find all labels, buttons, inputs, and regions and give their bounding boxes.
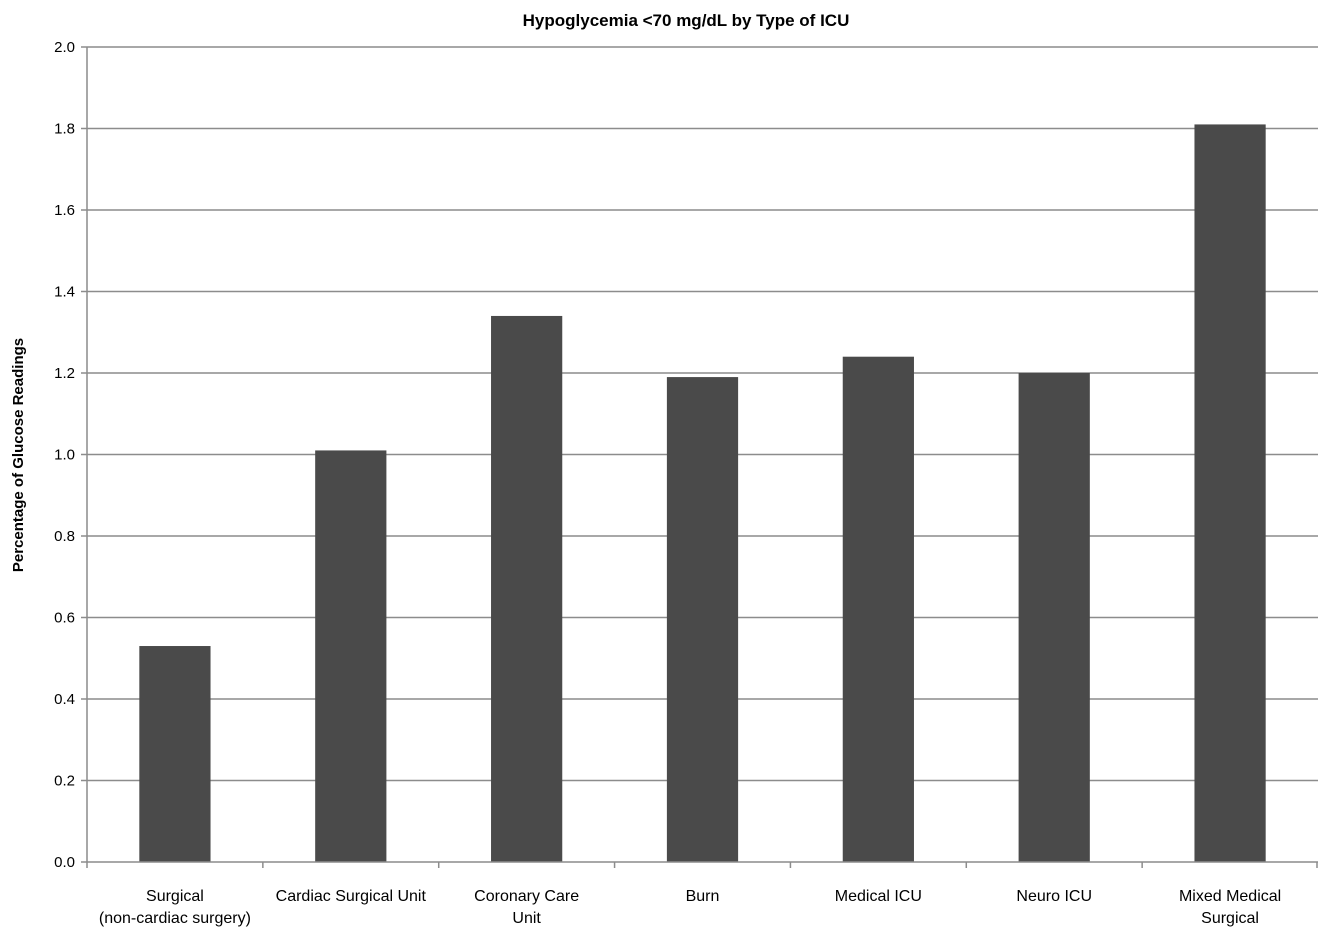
y-axis-label: Percentage of Glucose Readings: [10, 338, 27, 572]
y-tick-label: 1.0: [54, 447, 75, 464]
x-tick-label: Mixed Medical Surgical: [1179, 888, 1281, 927]
bars: [139, 124, 1266, 863]
x-tick-label: Medical ICU: [835, 888, 922, 905]
y-tick-label: 2.0: [54, 39, 75, 56]
bar: [842, 356, 914, 862]
y-tick-label: 1.6: [54, 202, 75, 219]
bar: [666, 377, 739, 862]
x-tick-label: Cardiac Surgical Unit: [276, 888, 427, 905]
x-tick-label: Neuro ICU: [1016, 888, 1092, 905]
y-tick-labels: 0.0 0.2 0.4 0.6 0.8 1.0 1.2 1.4 1.6 1.8 2.0: [54, 39, 75, 871]
y-tick-label: 0.4: [54, 691, 75, 708]
x-tick-label: Coronary Care Unit: [474, 888, 579, 927]
bar: [1194, 124, 1266, 863]
y-tick-label: 0.8: [54, 528, 75, 545]
x-tick-labels: Surgical (non-cardiac surgery) Cardiac Sur…: [99, 888, 1281, 927]
x-tick-label: Burn: [686, 888, 720, 905]
axes: [81, 46, 1318, 868]
bar: [315, 450, 387, 862]
y-tick-label: 0.6: [54, 610, 75, 627]
bar: [491, 315, 563, 862]
bar: [1018, 373, 1090, 862]
y-tick-label: 1.8: [54, 121, 75, 138]
y-tick-label: 0.2: [54, 773, 75, 790]
y-tick-label: 1.4: [54, 284, 75, 301]
y-tick-label: 0.0: [54, 854, 75, 871]
y-tick-label: 1.2: [54, 365, 75, 382]
chart-title: Hypoglycemia <70 mg/dL by Type of ICU: [523, 11, 850, 30]
bar: [139, 646, 211, 862]
x-tick-label: Surgical (non-cardiac surgery): [99, 888, 251, 927]
